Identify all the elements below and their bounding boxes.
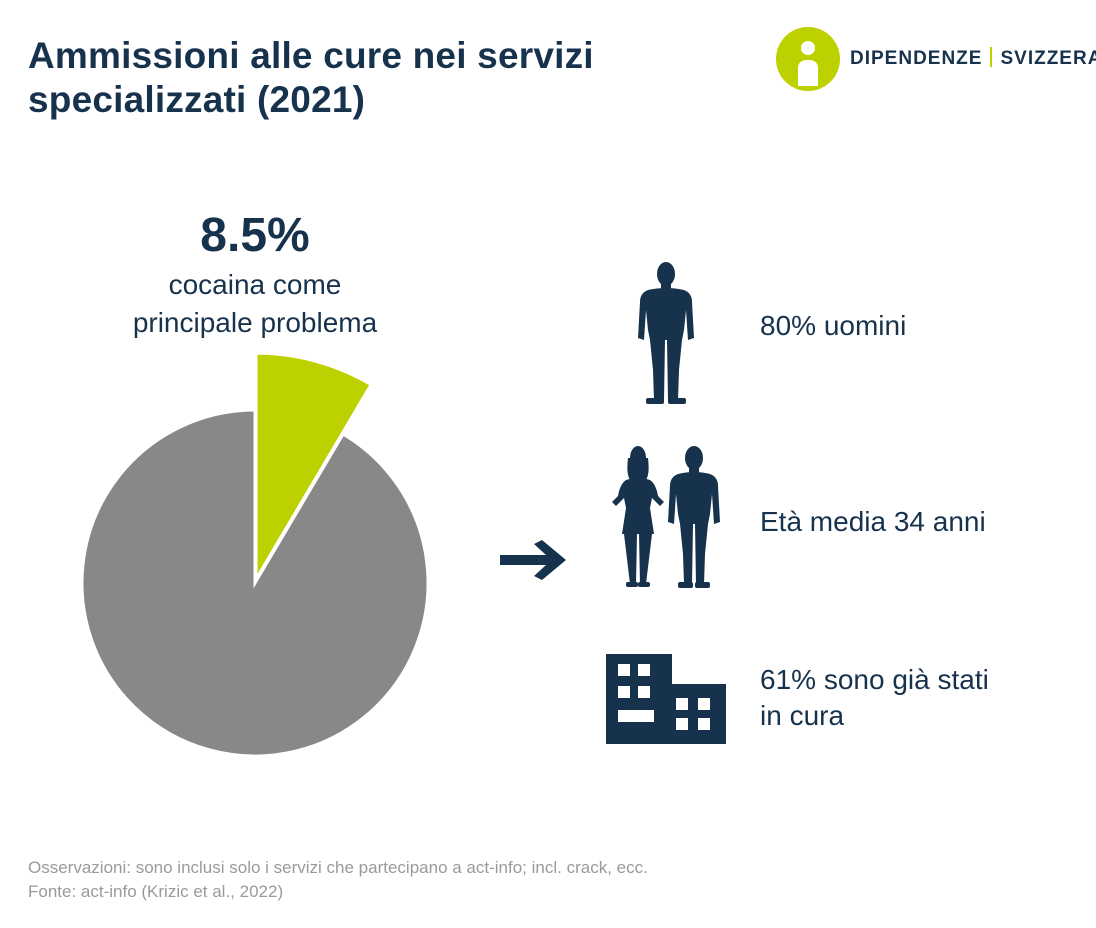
logo-text-left: DIPENDENZE	[850, 48, 983, 69]
footnote-source: Fonte: act-info (Krizic et al., 2022)	[28, 882, 284, 901]
stat-men-percent: 80% uomini	[760, 310, 907, 341]
stat-previous-treatment-line-1: 61% sono già stati	[760, 664, 989, 695]
stat-previous-treatment-line-2: in cura	[760, 700, 845, 731]
stat-previous-treatment: 61% sono già stati in cura	[760, 662, 989, 734]
footnote: Osservazioni: sono inclusi solo i serviz…	[28, 856, 648, 904]
stat-mean-age: Età media 34 anni	[760, 506, 986, 537]
logo-wordmark: DIPENDENZE SVIZZERA	[850, 47, 1096, 70]
logo: DIPENDENZE SVIZZERA	[776, 26, 1096, 92]
page-title: Ammissioni alle cure nei servizi special…	[28, 34, 594, 122]
highlight-caption-line-2: principale problema	[132, 307, 378, 338]
title-line-1: Ammissioni alle cure nei servizi	[28, 35, 594, 76]
logo-text-right: SVIZZERA	[1000, 48, 1096, 69]
logo-mark-icon	[776, 27, 840, 91]
pie-slice-other	[80, 408, 430, 758]
building-icon	[606, 654, 726, 744]
arrow-right-icon	[500, 540, 566, 580]
couple-icon	[612, 446, 720, 588]
title-line-2: specializzati (2021)	[28, 79, 366, 120]
man-icon	[638, 262, 694, 404]
highlight-value: 8.5%	[200, 209, 310, 262]
highlight-caption: cocaina come principale problema	[80, 266, 430, 342]
highlight-caption-line-1: cocaina come	[168, 269, 342, 300]
pie-slice-cocaina	[254, 351, 374, 585]
footnote-notes: Osservazioni: sono inclusi solo i serviz…	[28, 858, 648, 877]
logo-separator	[990, 47, 993, 67]
